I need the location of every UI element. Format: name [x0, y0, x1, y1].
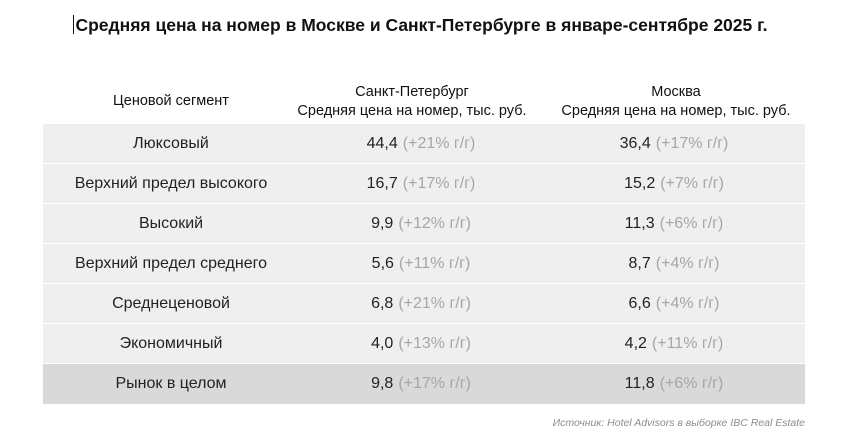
- spb-change: (+21% г/г): [402, 134, 476, 152]
- moscow-change: (+4% г/г): [655, 294, 720, 312]
- source-note: Источник: Hotel Advisors в выборке IBC R…: [552, 417, 805, 429]
- text-cursor: [73, 15, 75, 34]
- moscow-value: 11,8: [624, 375, 655, 392]
- header-spb-metric: Средняя цена на номер, тыс. руб.: [297, 103, 527, 119]
- moscow-change: (+11% г/г): [651, 334, 724, 352]
- spb-change: (+11% г/г): [398, 254, 471, 272]
- table-row-total: Рынок в целом 9,8 (+17% г/г) 11,8 (+6% г/г…: [43, 364, 805, 404]
- table-row: Среднеценовой 6,8 (+21% г/г) 6,6 (+4% г/г): [43, 284, 805, 324]
- spb-cell: 9,9 (+12% г/г): [299, 204, 543, 243]
- header-spb: Санкт-Петербург Средняя цена на номер, т…: [283, 83, 541, 121]
- moscow-value: 6,6: [628, 294, 651, 312]
- moscow-change: (+4% г/г): [655, 254, 720, 272]
- table-row: Экономичный 4,0 (+13% г/г) 4,2 (+11% г/г): [43, 324, 805, 364]
- spb-value: 5,6: [371, 254, 394, 272]
- moscow-change: (+7% г/г): [660, 174, 724, 192]
- moscow-change: (+6% г/г): [659, 375, 724, 392]
- moscow-cell: 6,6 (+4% г/г): [543, 284, 805, 323]
- spb-value: 4,0: [371, 334, 394, 352]
- segment-cell: Рынок в целом: [115, 375, 227, 392]
- chart-title: Средняя цена на номер в Москве и Санкт-П…: [0, 15, 841, 36]
- segment-cell: Верхний предел высокого: [74, 174, 268, 192]
- header-moscow-city: Москва: [651, 84, 701, 100]
- moscow-change: (+17% г/г): [655, 134, 729, 152]
- spb-change: (+12% г/г): [398, 214, 471, 232]
- table-row: Верхний предел среднего 5,6 (+11% г/г) 8,…: [43, 244, 805, 284]
- moscow-value: 36,4: [619, 134, 651, 152]
- spb-cell: 5,6 (+11% г/г): [299, 244, 543, 283]
- header-moscow-metric: Средняя цена на номер, тыс. руб.: [561, 103, 791, 119]
- price-table: Люксовый 44,4 (+21% г/г) 36,4 (+17% г/г) В…: [43, 124, 805, 404]
- spb-value: 9,9: [371, 214, 394, 232]
- spb-change: (+17% г/г): [402, 174, 476, 192]
- moscow-value: 15,2: [624, 174, 656, 192]
- segment-cell: Верхний предел среднего: [75, 254, 267, 272]
- spb-value: 16,7: [366, 174, 398, 192]
- moscow-cell: 11,3 (+6% г/г): [543, 204, 805, 243]
- spb-cell: 16,7 (+17% г/г): [299, 164, 543, 203]
- spb-cell: 6,8 (+21% г/г): [299, 284, 543, 323]
- spb-value: 9,8: [371, 375, 394, 392]
- moscow-cell: 11,8 (+6% г/г): [543, 364, 805, 404]
- moscow-value: 4,2: [624, 334, 647, 352]
- table-row: Верхний предел высокого 16,7 (+17% г/г) 1…: [43, 164, 805, 204]
- moscow-change: (+6% г/г): [659, 214, 724, 232]
- spb-value: 44,4: [366, 134, 398, 152]
- moscow-value: 11,3: [624, 214, 655, 232]
- header-spb-city: Санкт-Петербург: [355, 84, 469, 100]
- table-row: Люксовый 44,4 (+21% г/г) 36,4 (+17% г/г): [43, 124, 805, 164]
- spb-cell: 9,8 (+17% г/г): [299, 364, 543, 404]
- segment-cell: Среднеценовой: [112, 294, 230, 312]
- spb-cell: 44,4 (+21% г/г): [299, 124, 543, 163]
- moscow-value: 8,7: [628, 254, 651, 272]
- spb-change: (+13% г/г): [398, 334, 471, 352]
- moscow-cell: 36,4 (+17% г/г): [543, 124, 805, 163]
- segment-cell: Высокий: [138, 214, 204, 232]
- header-moscow: Москва Средняя цена на номер, тыс. руб.: [545, 83, 807, 121]
- spb-change: (+17% г/г): [398, 375, 471, 392]
- header-segment: Ценовой сегмент: [113, 93, 229, 109]
- moscow-cell: 4,2 (+11% г/г): [543, 324, 805, 363]
- chart-title-text: Средняя цена на номер в Москве и Санкт-П…: [75, 15, 768, 35]
- table-row: Высокий 9,9 (+12% г/г) 11,3 (+6% г/г): [43, 204, 805, 244]
- segment-cell: Экономичный: [119, 334, 223, 352]
- spb-change: (+21% г/г): [398, 294, 471, 312]
- spb-cell: 4,0 (+13% г/г): [299, 324, 543, 363]
- moscow-cell: 15,2 (+7% г/г): [543, 164, 805, 203]
- moscow-cell: 8,7 (+4% г/г): [543, 244, 805, 283]
- segment-cell: Люксовый: [133, 134, 209, 152]
- spb-value: 6,8: [371, 294, 394, 312]
